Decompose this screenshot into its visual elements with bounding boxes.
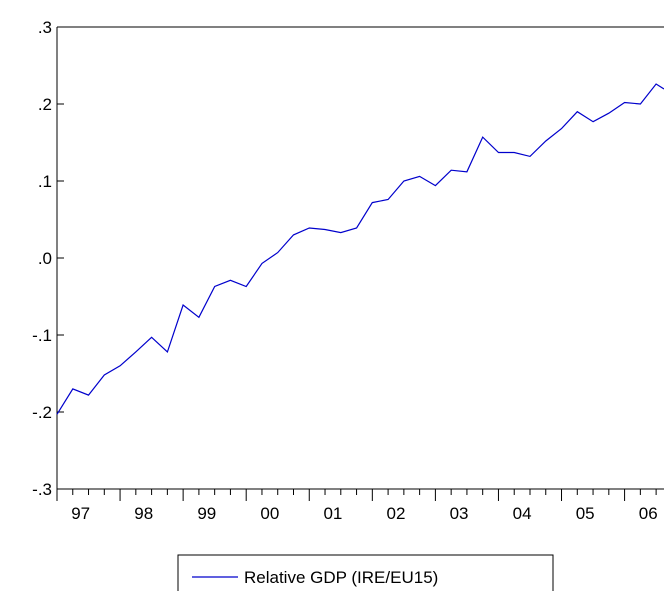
y-tick-label: -.1 bbox=[32, 326, 52, 345]
x-axis: 97 98 99 00 01 02 03 04 05 06 bbox=[56, 489, 658, 523]
x-tick-label: 99 bbox=[197, 504, 216, 523]
legend: Relative GDP (IRE/EU15) bbox=[177, 554, 554, 591]
x-tick-label: 06 bbox=[639, 504, 658, 523]
x-tick-label: 98 bbox=[134, 504, 153, 523]
x-tick-label: 00 bbox=[260, 504, 279, 523]
x-tick-label: 04 bbox=[513, 504, 532, 523]
y-tick-label: -.2 bbox=[32, 403, 52, 422]
series-group bbox=[56, 83, 664, 415]
x-tick-label: 01 bbox=[323, 504, 342, 523]
x-tick-label: 03 bbox=[450, 504, 469, 523]
y-axis: .3 .2 .1 .0 -.1 -.2 -.3 bbox=[32, 18, 64, 499]
x-tick-label: 02 bbox=[387, 504, 406, 523]
legend-label: Relative GDP (IRE/EU15) bbox=[244, 568, 438, 587]
x-tick-label: 97 bbox=[71, 504, 90, 523]
y-tick-label: .3 bbox=[38, 18, 52, 37]
y-tick-label: .2 bbox=[38, 95, 52, 114]
y-tick-label: .0 bbox=[38, 249, 52, 268]
y-tick-label: -.3 bbox=[32, 480, 52, 499]
legend-box bbox=[177, 554, 554, 591]
y-tick-label: .1 bbox=[38, 172, 52, 191]
x-tick-label: 05 bbox=[576, 504, 595, 523]
plot-frame bbox=[56, 26, 664, 490]
series-line bbox=[56, 83, 664, 415]
